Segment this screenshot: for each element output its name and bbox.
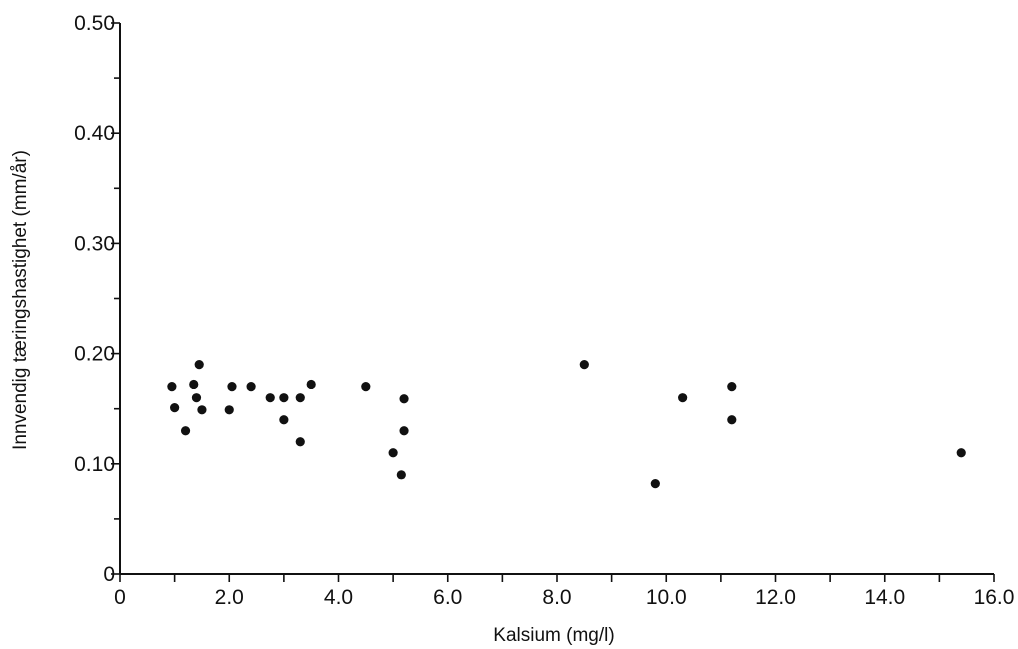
y-tick-label: 0.10 (74, 453, 115, 476)
x-tick-label: 12.0 (755, 586, 796, 609)
x-tick-label: 6.0 (433, 586, 462, 609)
data-point (170, 402, 180, 413)
data-point (727, 382, 737, 392)
data-point (396, 470, 406, 480)
data-point (194, 360, 204, 370)
data-point (279, 415, 289, 425)
data-point (246, 382, 256, 392)
x-tick-label: 10.0 (646, 586, 687, 609)
data-point (388, 448, 398, 458)
y-tick-label: 0.50 (74, 12, 115, 35)
data-point (361, 382, 371, 392)
data-point (399, 426, 409, 436)
data-point (180, 426, 191, 436)
x-tick-label: 2.0 (215, 586, 244, 609)
x-tick-label: 14.0 (864, 586, 905, 609)
data-point (265, 393, 275, 403)
x-tick-label: 16.0 (974, 586, 1015, 609)
x-axis-ticks: 0 2.0 4.0 6.0 8.0 10.0 12.0 14.0 16.0 (114, 574, 1014, 609)
data-point (650, 479, 660, 489)
chart-axes (119, 23, 994, 575)
data-point (295, 393, 305, 403)
data-point (399, 394, 409, 404)
data-point (191, 393, 202, 403)
data-point (678, 393, 688, 403)
x-tick-label: 8.0 (542, 586, 571, 609)
x-axis-title: Kalsium (mg/l) (493, 625, 614, 646)
data-point (279, 393, 289, 403)
y-tick-label: 0 (103, 563, 115, 586)
data-point (295, 437, 305, 447)
y-axis-title: Innvendig tæringshastighet (mm/år) (10, 150, 31, 450)
y-tick-label: 0.20 (74, 343, 115, 366)
data-point (224, 405, 234, 415)
data-point (579, 360, 589, 370)
data-point (189, 379, 199, 390)
x-tick-label: 0 (114, 586, 126, 609)
data-point (167, 382, 177, 392)
data-point (197, 405, 207, 415)
data-points (167, 360, 966, 489)
y-axis-ticks: 0 0.10 0.20 0.30 0.40 0.50 (74, 12, 120, 586)
x-tick-label: 4.0 (324, 586, 353, 609)
data-point (956, 448, 966, 458)
y-tick-label: 0.30 (74, 232, 115, 255)
data-point (227, 382, 237, 392)
data-point (306, 379, 316, 390)
y-tick-label: 0.40 (74, 122, 115, 145)
data-point (727, 415, 737, 425)
